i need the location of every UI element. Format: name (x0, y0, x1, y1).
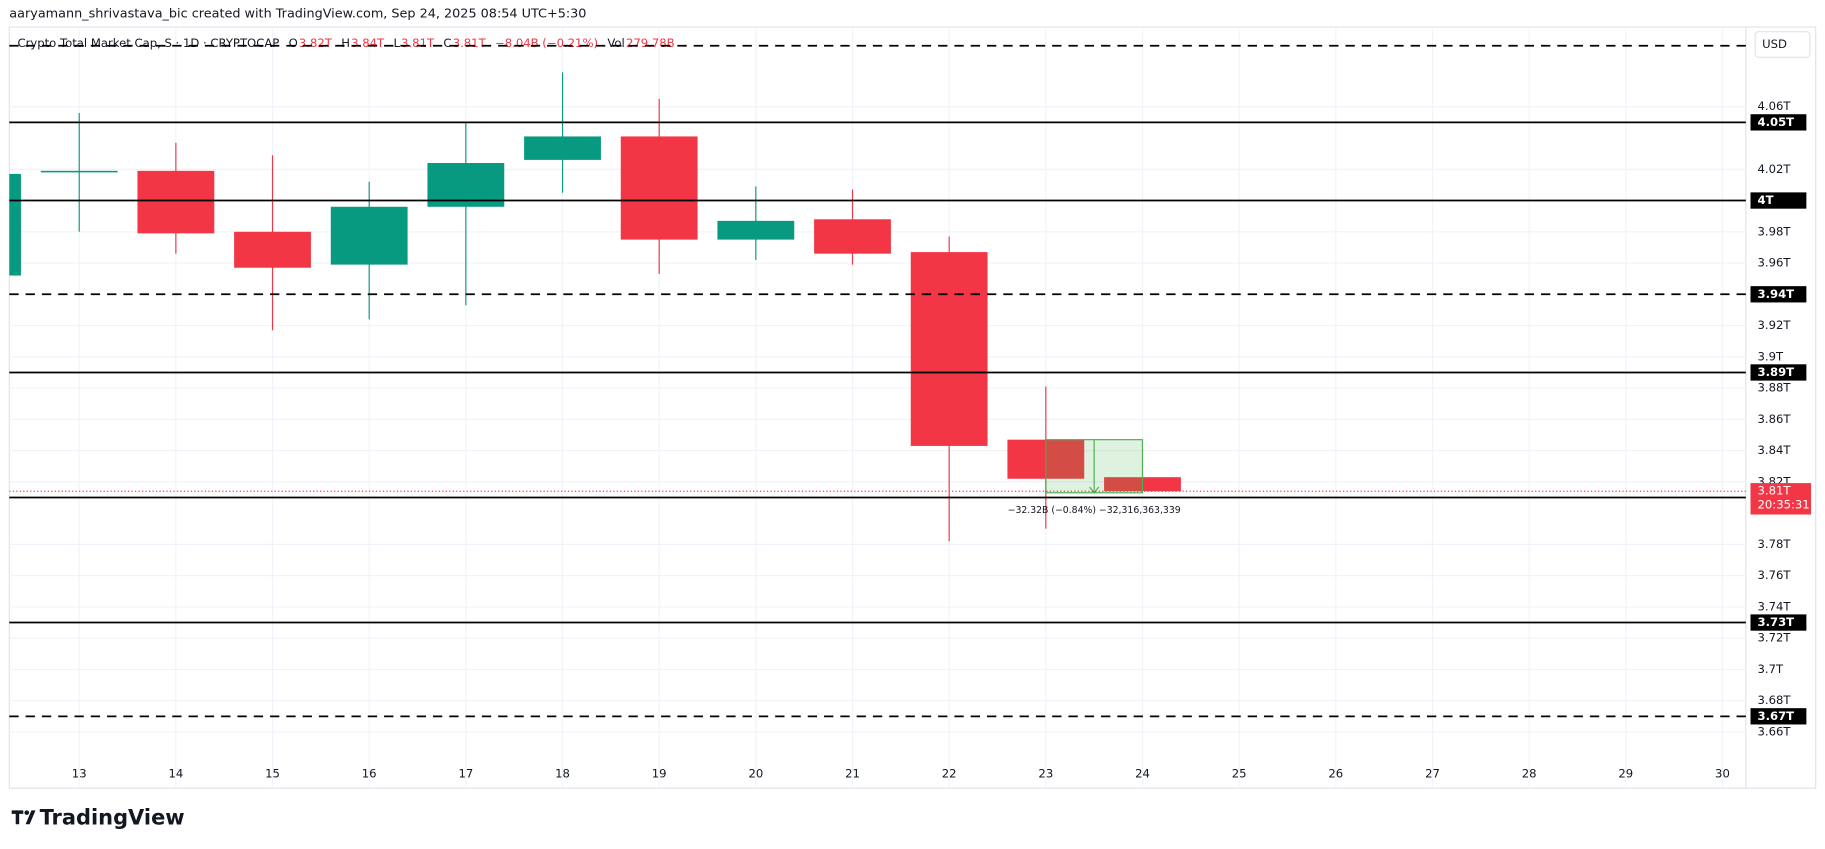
legend-key: O (289, 36, 298, 50)
y-tick-label: 3.98T (1757, 224, 1791, 238)
candle-body (330, 206, 408, 265)
level-label: 3.94T (1757, 287, 1794, 301)
y-tick-label: 3.84T (1757, 443, 1791, 457)
level-label: 4.05T (1757, 115, 1794, 129)
legend: Crypto Total Market Cap, S · 1D · CRYPTO… (17, 36, 674, 50)
level-tag (1750, 114, 1807, 131)
y-tick-label: 3.88T (1757, 381, 1791, 395)
x-tick-label: 15 (265, 767, 280, 781)
legend-value: 3.84T (351, 36, 385, 50)
x-tick-label: 22 (942, 767, 957, 781)
legend-value: 3.82T (299, 36, 333, 50)
measure-arrow (1089, 439, 1100, 494)
y-tick-label: 3.66T (1757, 724, 1791, 738)
y-tick-label: 3.72T (1757, 631, 1791, 645)
legend-value: 279.78B (626, 36, 675, 50)
x-tick-label: 26 (1328, 767, 1343, 781)
legend-title: Crypto Total Market Cap, S · 1D · CRYPTO… (17, 36, 279, 50)
candle-body (234, 231, 311, 268)
level-label: 3.73T (1757, 615, 1794, 629)
plot-area (9, 27, 1746, 789)
y-tick-label: 3.96T (1757, 256, 1791, 270)
level-label: 4T (1757, 193, 1773, 207)
logo: TradingView (11, 805, 185, 829)
candle-body (814, 219, 891, 254)
x-tick-label: 13 (72, 767, 87, 781)
x-tick-label: 29 (1618, 767, 1633, 781)
y-tick-label: 3.74T (1757, 599, 1791, 613)
price-tag-label: 3.81T (1757, 484, 1791, 498)
frame (8, 26, 1817, 789)
x-tick-label: 23 (1038, 767, 1053, 781)
candle-body (9, 173, 21, 276)
x-tick-label: 27 (1425, 767, 1440, 781)
x-tick-label: 21 (845, 767, 860, 781)
x-tick-label: 30 (1715, 767, 1730, 781)
x-tick-label: 14 (168, 767, 183, 781)
level-tag (1750, 192, 1807, 209)
candle-body (620, 136, 698, 240)
x-tick-label: 25 (1232, 767, 1247, 781)
y-tick-label: 3.76T (1757, 568, 1791, 582)
candle-body (524, 136, 601, 160)
y-tick-label: 4.02T (1757, 162, 1791, 176)
x-tick-label: 18 (555, 767, 570, 781)
legend-key: L (393, 36, 400, 50)
legend-key: Vol (607, 36, 624, 50)
legend-value: 3.81T (401, 36, 435, 50)
measure-label: −32.32B (−0.84%) −32,316,363,339 (1008, 505, 1181, 516)
level-tag (1750, 364, 1807, 381)
logo-text: TradingView (40, 805, 185, 829)
y-tick-label: 3.9T (1757, 349, 1783, 363)
x-tick-label: 20 (748, 767, 763, 781)
candle-body (717, 220, 795, 240)
price-tag-countdown: 20:35:31 (1757, 498, 1809, 512)
x-tick-label: 16 (362, 767, 377, 781)
legend-key: C (443, 36, 451, 50)
level-label: 3.67T (1757, 709, 1794, 723)
candle-body (40, 170, 118, 173)
currency-box[interactable] (1754, 31, 1811, 58)
y-tick-label: 3.78T (1757, 537, 1791, 551)
price-tag (1750, 483, 1812, 515)
legend-value: 3.81T (453, 36, 487, 50)
candle-body (910, 252, 988, 446)
currency: USD (1762, 37, 1787, 51)
level-label: 3.89T (1757, 365, 1794, 379)
level-tag (1750, 286, 1807, 303)
level-tag (1750, 614, 1807, 631)
credit: aaryamann_shrivastava_bic created with T… (9, 7, 586, 22)
y-tick-label: 3.92T (1757, 318, 1791, 332)
candle-body (427, 163, 505, 207)
x-tick-label: 19 (652, 767, 667, 781)
x-tick-label: 17 (458, 767, 473, 781)
level-tag (1750, 708, 1807, 725)
candle-body (137, 170, 215, 234)
x-tick-label: 24 (1135, 767, 1150, 781)
y-tick-label: 4.06T (1757, 99, 1791, 113)
y-tick-label: 3.68T (1757, 693, 1791, 707)
legend-key: H (341, 36, 350, 50)
y-tick-label: 3.7T (1757, 662, 1783, 676)
y-tick-label: 3.86T (1757, 412, 1791, 426)
x-tick-label: 28 (1522, 767, 1537, 781)
legend-value: −8.04B (−0.21%) (495, 36, 598, 50)
